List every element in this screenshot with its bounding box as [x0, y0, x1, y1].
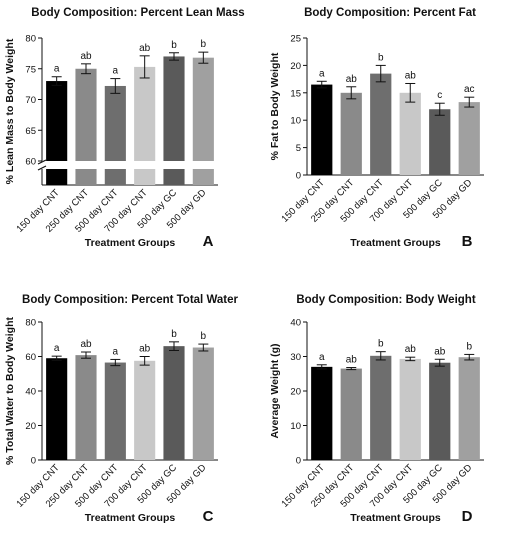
bar [192, 347, 214, 460]
significance-label: a [113, 346, 119, 357]
bar-stub [46, 169, 68, 185]
bar-stub [134, 169, 156, 185]
y-tick-label: 25 [290, 34, 301, 45]
y-tick-label: 30 [290, 352, 301, 363]
y-tick-label: 70 [25, 95, 36, 106]
axis-break-mark [37, 159, 47, 165]
y-tick-label: 75 [25, 64, 36, 75]
significance-label: a [319, 352, 325, 363]
significance-label: a [319, 68, 325, 79]
bar [46, 358, 68, 460]
x-axis-label: Treatment Groups [350, 237, 441, 249]
bar [399, 358, 421, 460]
y-tick-label: 20 [25, 421, 36, 432]
bar [104, 362, 126, 460]
bar [370, 355, 392, 460]
y-tick-label: 10 [290, 421, 301, 432]
chart-panel-a: Body Composition: Percent Lean Mass 60 65 7… [4, 7, 245, 250]
chart-panel-c: Body Composition: Percent Total Water 0 20… [4, 294, 238, 525]
bar [340, 92, 362, 175]
bar [340, 368, 362, 460]
panel-letter: A [203, 233, 214, 250]
y-tick-label: 60 [25, 157, 36, 168]
significance-label: ab [139, 43, 151, 54]
bar [370, 73, 392, 175]
y-tick-label: 10 [290, 116, 301, 127]
x-axis-label: Treatment Groups [85, 512, 176, 524]
significance-label: ab [434, 346, 446, 357]
bar [311, 84, 333, 175]
bar [134, 66, 156, 161]
chart-title: Body Composition: Percent Lean Mass [31, 7, 244, 19]
y-tick-label: 0 [296, 171, 301, 182]
bar [46, 81, 68, 161]
significance-label: b [201, 331, 207, 342]
y-tick-label: 0 [296, 456, 301, 467]
x-axis-label: Treatment Groups [350, 512, 441, 524]
x-axis-label: Treatment Groups [85, 237, 176, 249]
significance-label: ab [346, 355, 358, 366]
y-axis-label: Average Weight (g) [269, 343, 281, 438]
significance-label: ab [80, 339, 92, 350]
bar [75, 68, 97, 161]
bar [458, 357, 480, 460]
bar [75, 355, 97, 460]
y-tick-label: 40 [290, 318, 301, 329]
bar [399, 92, 421, 175]
bar [458, 102, 480, 175]
axis-break-mark [37, 165, 47, 171]
panel-letter: C [203, 508, 214, 525]
bar-stub [104, 169, 126, 185]
significance-label: a [113, 66, 119, 77]
significance-label: b [171, 40, 177, 51]
y-tick-label: 40 [25, 387, 36, 398]
y-axis-label: % Fat to Body Weight [269, 52, 281, 160]
bar-stub [192, 169, 214, 185]
bar [192, 57, 214, 161]
significance-label: b [201, 39, 207, 50]
significance-label: ab [405, 70, 417, 81]
panel-letter: D [462, 508, 473, 525]
bar [104, 85, 126, 161]
bar-stub [163, 169, 185, 185]
bar [429, 109, 451, 175]
bar [163, 346, 185, 460]
significance-label: a [54, 343, 60, 354]
chart-title: Body Composition: Percent Total Water [22, 294, 238, 306]
y-tick-label: 0 [31, 456, 36, 467]
significance-label: ab [139, 344, 151, 355]
y-axis-label: % Total Water to Body Weight [4, 317, 16, 465]
y-tick-label: 5 [296, 143, 301, 154]
significance-label: a [54, 64, 60, 75]
bar [134, 360, 156, 460]
significance-label: ab [80, 51, 92, 62]
chart-panel-d: Body Composition: Body Weight 0 10 20 30 40 Av… [269, 294, 484, 525]
bar [311, 366, 333, 460]
y-tick-label: 80 [25, 34, 36, 45]
significance-label: b [466, 341, 472, 352]
significance-label: ab [346, 74, 358, 85]
bar [429, 362, 451, 460]
y-tick-label: 60 [25, 352, 36, 363]
chart-title: Body Composition: Percent Fat [304, 7, 476, 19]
significance-label: ab [405, 344, 417, 355]
y-tick-label: 20 [290, 387, 301, 398]
y-tick-label: 20 [290, 61, 301, 72]
significance-label: b [378, 339, 384, 350]
significance-label: c [437, 90, 442, 101]
significance-label: b [171, 329, 177, 340]
significance-label: ac [464, 84, 475, 95]
bar-stub [75, 169, 97, 185]
bar [163, 56, 185, 162]
chart-title: Body Composition: Body Weight [296, 294, 475, 306]
y-axis-label: % Lean Mass to Body Weight [4, 38, 16, 184]
chart-panel-b: Body Composition: Percent Fat 0 5 10 15 20 25%… [269, 7, 484, 250]
y-tick-label: 15 [290, 88, 301, 99]
significance-label: b [378, 52, 384, 63]
y-tick-label: 80 [25, 318, 36, 329]
panel-letter: B [462, 233, 473, 250]
y-tick-label: 65 [25, 126, 36, 137]
